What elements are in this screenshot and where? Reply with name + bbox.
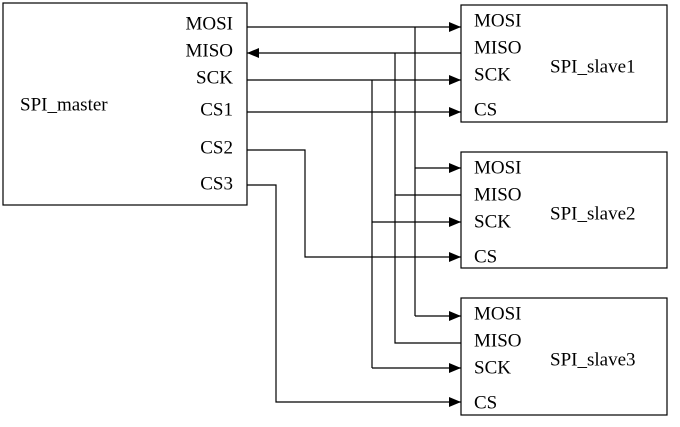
master-pin: CS3 — [200, 173, 233, 194]
master-pin: CS1 — [200, 99, 233, 120]
slave-label: SPI_slave1 — [550, 56, 636, 77]
wire — [247, 149, 461, 262]
slave-pin: SCK — [474, 357, 511, 378]
slave-pin: MISO — [474, 330, 522, 351]
master-pin: MOSI — [185, 13, 233, 34]
slave-pin: SCK — [474, 64, 511, 85]
slave-pin: CS — [474, 392, 497, 413]
master-box — [2, 2, 248, 206]
slave-pin: MISO — [474, 184, 522, 205]
slave-pin: MOSI — [474, 303, 522, 324]
wire — [247, 184, 461, 407]
slave-label: SPI_slave3 — [550, 349, 636, 370]
master-pin: CS2 — [200, 137, 233, 158]
master-label: SPI_master — [20, 94, 108, 115]
slave-pin: MISO — [474, 37, 522, 58]
master-pin: SCK — [196, 67, 233, 88]
slave-pin: MOSI — [474, 10, 522, 31]
slave-pin: MOSI — [474, 157, 522, 178]
slave-pin: CS — [474, 246, 497, 267]
slave-box — [460, 151, 668, 269]
slave-pin: SCK — [474, 211, 511, 232]
boxes — [2, 2, 668, 416]
slave-label: SPI_slave2 — [550, 203, 636, 224]
wire — [394, 53, 461, 344]
wires — [247, 22, 461, 407]
slave-pin: CS — [474, 99, 497, 120]
slave-box — [460, 297, 668, 416]
slave-box — [460, 4, 668, 123]
master-pin: MISO — [185, 40, 233, 61]
